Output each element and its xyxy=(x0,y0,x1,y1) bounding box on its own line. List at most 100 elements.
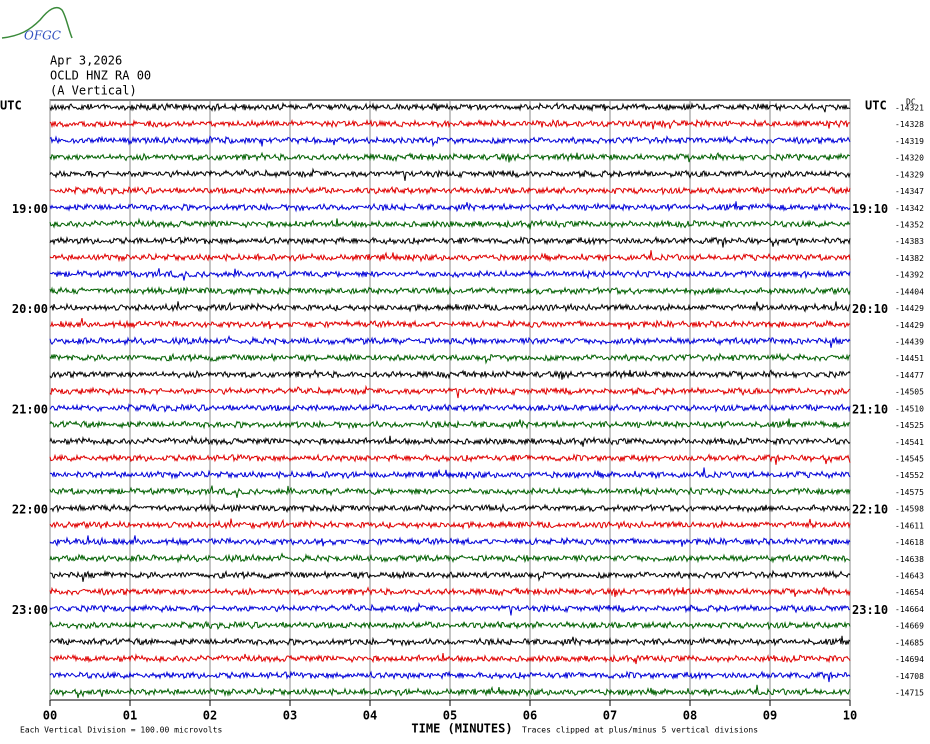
trace xyxy=(49,334,851,348)
trace-offset: -14552 xyxy=(895,471,924,480)
trace-offset: -14352 xyxy=(895,221,924,230)
component: (A Vertical) xyxy=(50,84,137,98)
left-time-label: 19:00 xyxy=(12,202,48,216)
logo-text: OFGC xyxy=(24,29,61,43)
trace xyxy=(49,670,851,683)
right-time-label: 21:10 xyxy=(852,402,888,416)
left-axis-title: UTC xyxy=(0,99,22,113)
trace xyxy=(49,552,851,564)
trace-offset: -14611 xyxy=(895,521,924,530)
x-tick-label: 03 xyxy=(283,709,297,723)
trace-offset: -14319 xyxy=(895,137,924,146)
trace-offset: -14618 xyxy=(895,538,924,547)
trace-offset: -14404 xyxy=(895,287,924,296)
trace-offset: -14451 xyxy=(895,354,924,363)
right-time-label: 20:10 xyxy=(852,302,888,316)
trace xyxy=(49,217,851,230)
trace-offset: -14342 xyxy=(895,204,924,213)
logo: OFGC xyxy=(1,6,73,43)
x-tick-label: 09 xyxy=(763,709,777,723)
right-time-label: 23:10 xyxy=(852,603,888,617)
trace xyxy=(49,118,851,130)
left-time-label: 21:00 xyxy=(12,402,48,416)
x-tick-label: 05 xyxy=(443,709,457,723)
left-time-label: 22:00 xyxy=(12,503,48,517)
x-tick-label: 08 xyxy=(683,709,697,723)
x-tick-label: 00 xyxy=(43,709,57,723)
trace xyxy=(49,684,851,699)
x-tick-label: 01 xyxy=(123,709,137,723)
trace xyxy=(49,250,851,263)
trace-offset: -14347 xyxy=(895,187,924,196)
trace-offset: -14328 xyxy=(895,120,924,129)
left-time-label: 23:00 xyxy=(12,603,48,617)
trace-offset: -14664 xyxy=(895,605,924,614)
trace-offset: -14541 xyxy=(895,438,924,447)
trace-offset: -14685 xyxy=(895,638,924,647)
station: OCLD HNZ RA 00 xyxy=(50,69,151,83)
trace-offset: -14383 xyxy=(895,237,924,246)
left-time-label: 20:00 xyxy=(12,302,48,316)
trace xyxy=(49,434,851,447)
trace-offset: -14429 xyxy=(895,321,924,330)
scale-note: Each Vertical Division = 100.00 microvol… xyxy=(20,726,222,735)
x-tick-label: 06 xyxy=(523,709,537,723)
trace-offset: -14329 xyxy=(895,170,924,179)
trace xyxy=(49,485,851,498)
trace xyxy=(49,535,851,547)
x-axis-title: TIME (MINUTES) xyxy=(411,722,512,736)
trace-offset: -14525 xyxy=(895,421,924,430)
trace xyxy=(49,569,851,582)
trace-offset: -14643 xyxy=(895,572,924,581)
trace xyxy=(49,384,851,399)
trace-offset: -14505 xyxy=(895,388,924,397)
trace-offset: -14429 xyxy=(895,304,924,313)
trace xyxy=(49,285,851,297)
trace xyxy=(49,620,851,631)
x-tick-label: 04 xyxy=(363,709,377,723)
trace xyxy=(49,101,851,113)
x-tick-label: 10 xyxy=(843,709,857,723)
dc-label: DC xyxy=(906,98,916,107)
trace-offset: -14575 xyxy=(895,488,924,497)
right-axis-title: UTC xyxy=(865,99,887,113)
trace xyxy=(49,301,851,313)
trace-offset: -14392 xyxy=(895,271,924,280)
trace xyxy=(49,418,851,430)
trace xyxy=(49,201,851,213)
x-tick-label: 07 xyxy=(603,709,617,723)
trace xyxy=(49,635,851,647)
trace-offset: -14321 xyxy=(895,104,924,113)
trace-offset: -14708 xyxy=(895,672,924,681)
trace-offset: -14439 xyxy=(895,338,924,347)
trace xyxy=(49,235,851,248)
trace xyxy=(49,167,851,181)
trace xyxy=(49,502,851,514)
trace-offset: -14694 xyxy=(895,655,924,664)
trace xyxy=(49,403,851,413)
trace xyxy=(49,352,851,365)
trace-offset: -14477 xyxy=(895,371,924,380)
trace xyxy=(49,151,851,163)
trace xyxy=(49,602,851,616)
trace-offset: -14510 xyxy=(895,404,924,413)
trace xyxy=(49,653,851,665)
trace xyxy=(49,135,851,148)
trace xyxy=(49,185,851,196)
x-tick-label: 02 xyxy=(203,709,217,723)
trace-offset: -14638 xyxy=(895,555,924,564)
trace xyxy=(49,453,851,465)
trace-offset: -14598 xyxy=(895,505,924,514)
trace xyxy=(49,368,851,380)
trace-offset: -14545 xyxy=(895,455,924,464)
trace xyxy=(49,467,851,480)
trace xyxy=(49,518,851,530)
right-time-label: 19:10 xyxy=(852,202,888,216)
date: Apr 3,2026 xyxy=(50,54,122,68)
trace-offset: -14320 xyxy=(895,154,924,163)
trace-offset: -14669 xyxy=(895,622,924,631)
trace-offset: -14382 xyxy=(895,254,924,263)
right-time-label: 22:10 xyxy=(852,503,888,517)
trace-offset: -14715 xyxy=(895,689,924,698)
